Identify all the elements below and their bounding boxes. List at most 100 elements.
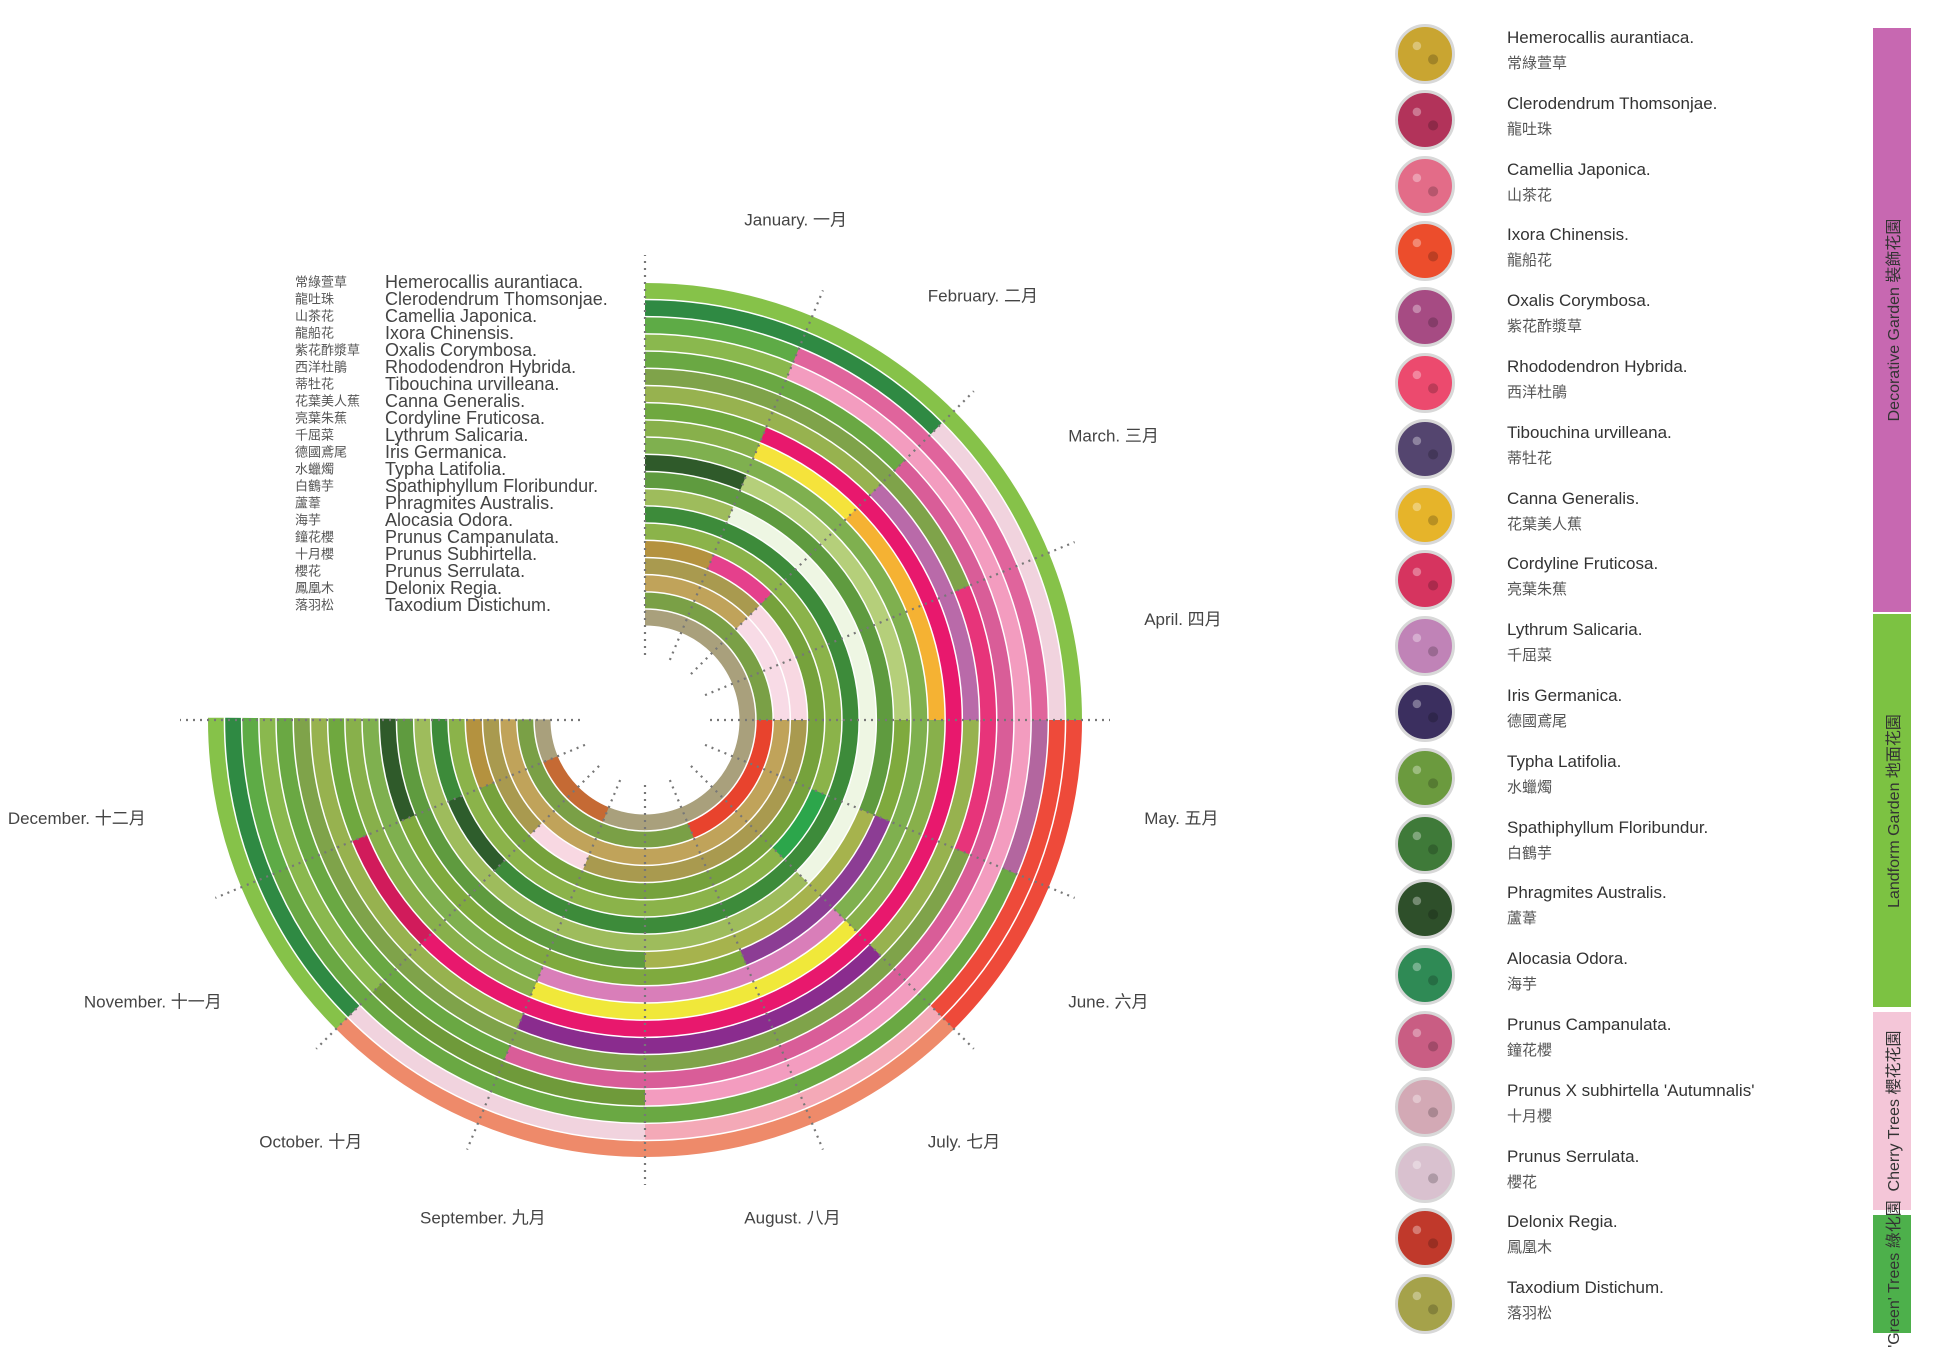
ring-segment	[771, 957, 894, 1045]
ring-segment	[481, 871, 563, 934]
ring-segment	[645, 317, 802, 364]
ring-segment	[711, 642, 748, 685]
ring-segment	[845, 508, 923, 613]
ring-segment	[784, 569, 843, 646]
series-ring	[414, 489, 876, 951]
ring-segment	[407, 943, 524, 1029]
legend-item: Cordyline Fruticosa. 亮葉朱蕉	[1395, 548, 1835, 614]
ring-segment	[706, 835, 772, 886]
ring-segment	[645, 541, 715, 570]
ring-segment	[687, 798, 736, 838]
ring-segment	[907, 605, 945, 722]
ring-segment	[554, 798, 603, 838]
ring-segment	[732, 884, 821, 950]
ring-segment	[929, 874, 1033, 1019]
ring-segment	[645, 437, 755, 475]
phragmites-photo	[1395, 879, 1455, 940]
ring-segment	[456, 895, 550, 965]
ring-segment	[795, 720, 824, 790]
plant-label-cn: 千屈菜	[295, 429, 334, 444]
legend-item: Spathiphyllum Floribundur. 白鶴芋	[1395, 812, 1835, 878]
plant-label-cn: 白鶴芋	[295, 479, 334, 495]
ring-segment	[562, 902, 645, 934]
ring-segment	[748, 671, 773, 721]
ring-segment	[542, 755, 579, 798]
ring-segment	[345, 718, 383, 835]
ring-segment	[645, 558, 708, 586]
ring-segment	[905, 861, 1002, 994]
ring-segment	[542, 810, 596, 854]
ring-segment	[311, 718, 352, 848]
series-ring	[534, 609, 756, 831]
ring-segment	[276, 718, 320, 861]
legend-name: Ixora Chinensis.	[1507, 225, 1629, 245]
ring-segment	[534, 719, 558, 763]
clerodendrum-photo	[1395, 89, 1455, 150]
ring-segment	[778, 969, 906, 1061]
plant-label: Prunus Serrulata.	[385, 561, 525, 581]
ring-segment	[874, 720, 910, 823]
legend-name-cn: 花葉美人蕉	[1507, 514, 1583, 533]
ring-segment	[362, 718, 399, 828]
ring-segment	[465, 719, 495, 789]
rings-layer	[208, 283, 1082, 1157]
plant-label-cn: 山茶花	[295, 309, 334, 325]
ring-segment	[811, 720, 842, 797]
ring-segment	[643, 982, 760, 1020]
series-ring	[500, 575, 790, 865]
legend-name-cn: 千屈菜	[1507, 646, 1553, 665]
ring-segment	[431, 801, 494, 884]
ring-segment	[779, 658, 807, 721]
legend-name-cn: 常綠萱草	[1507, 54, 1568, 72]
month-label: March. 三月	[1068, 427, 1159, 446]
ring-segment	[555, 918, 645, 951]
legend-name: Canna Generalis.	[1507, 488, 1640, 508]
garden-group-label: Decorative Garden 裝飾花園	[1886, 218, 1903, 422]
ring-segment	[970, 579, 1014, 722]
legend-name-cn: 山茶花	[1507, 185, 1553, 204]
ring-segment	[773, 395, 895, 485]
legend-name: Rhododendron Hybrida.	[1507, 357, 1688, 376]
ring-segment	[859, 625, 893, 722]
month-label: July. 七月	[928, 1133, 1000, 1152]
ring-segment	[463, 788, 518, 859]
ring-segment	[645, 609, 688, 633]
ring-segment	[747, 720, 773, 770]
ring-segment	[643, 902, 727, 934]
legend-item: Delonix Regia. 鳳凰木	[1395, 1206, 1835, 1272]
ring-segment	[644, 823, 694, 848]
ring-segment	[739, 896, 833, 966]
legend-name: Clerodendrum Thomsonjae.	[1507, 93, 1718, 113]
ring-segment	[643, 997, 767, 1037]
legend-item: Iris Germanica. 德國鳶尾	[1395, 680, 1835, 746]
ring-segment	[796, 556, 859, 639]
taxodium-photo	[1395, 1274, 1455, 1335]
plant-label-cn: 花葉美人蕉	[295, 394, 360, 410]
month-label: May. 五月	[1144, 809, 1218, 828]
series-ring	[431, 506, 859, 934]
legend-item: Rhododendron Hybrida. 西洋杜鵑	[1395, 351, 1835, 417]
ring-segment	[645, 420, 762, 459]
ring-segment	[515, 1013, 645, 1054]
month-label: August. 八月	[744, 1209, 840, 1228]
ring-segment	[367, 827, 445, 932]
plant-label-cn: 水蠟燭	[295, 463, 334, 478]
plant-label: Spathiphyllum Floribundur.	[385, 476, 598, 496]
legend-item: Alocasia Odora. 海芋	[1395, 943, 1835, 1009]
ring-segment	[808, 808, 874, 897]
series-ring	[345, 420, 945, 1020]
ring-segment	[784, 981, 918, 1077]
ring-segment	[346, 1004, 491, 1108]
ring-segment	[495, 1060, 645, 1106]
ring-segment	[645, 592, 695, 618]
ring-segment	[843, 631, 876, 722]
ring-segment	[644, 807, 688, 831]
legend-name-cn: 鳳凰木	[1507, 1238, 1553, 1257]
ring-segment	[954, 720, 996, 857]
plant-label: Clerodendrum Thomsonjae.	[385, 289, 608, 309]
ixora-photo	[1395, 221, 1455, 282]
plant-label-cn: 十月櫻	[295, 548, 334, 563]
month-label: June. 六月	[1068, 992, 1148, 1011]
ring-segment	[811, 644, 842, 722]
ring-segment	[645, 351, 788, 396]
